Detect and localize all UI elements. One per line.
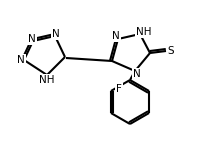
Text: N: N	[17, 55, 25, 65]
Text: S: S	[168, 46, 174, 56]
Text: F: F	[116, 84, 122, 94]
Text: NH: NH	[136, 27, 152, 37]
Text: N: N	[52, 29, 60, 39]
Text: N: N	[28, 34, 36, 44]
Text: N: N	[133, 69, 141, 79]
Text: NH: NH	[39, 75, 55, 85]
Text: N: N	[112, 31, 120, 41]
